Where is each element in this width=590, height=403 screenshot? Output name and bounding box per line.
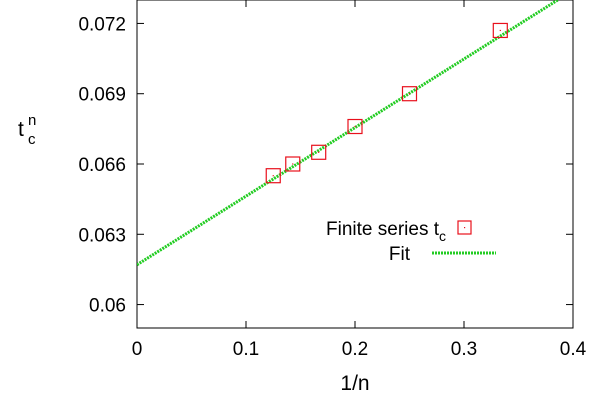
data-point-center — [292, 163, 294, 165]
marker-layer — [265, 22, 508, 184]
data-point-center — [272, 175, 274, 177]
legend-marker-finite-series — [457, 220, 472, 235]
legend-label-finite-series-base: Finite series t — [326, 219, 440, 240]
data-point-center — [408, 93, 411, 95]
data-point — [285, 156, 301, 172]
x-axis-label: 1/n — [340, 372, 369, 395]
legend: Finite series tc Fit — [326, 219, 496, 265]
fit-line — [137, 0, 559, 267]
x-tick-label: 0 — [132, 339, 143, 360]
y-label-sub: c — [28, 131, 36, 148]
legend-label-finite-series: Finite series tc — [326, 219, 446, 244]
x-tick-label: 0.2 — [342, 339, 368, 360]
data-point — [492, 22, 508, 39]
y-axis-label: t n c — [18, 112, 36, 148]
fit-layer — [137, 0, 559, 267]
plot-frame — [136, 0, 574, 329]
x-axis: 0 0.1 0.2 0.3 0.4 — [132, 0, 587, 360]
data-point — [347, 118, 363, 135]
legend-entry-fit: Fit — [389, 244, 496, 265]
y-label-sup: n — [28, 112, 36, 129]
y-axis: 0.06 0.063 0.066 0.069 0.072 — [78, 14, 573, 317]
x-tick-label: 0.4 — [560, 339, 587, 360]
x-tick-label: 0.1 — [233, 339, 259, 360]
data-point-center — [318, 151, 320, 153]
x-tick-label: 0.3 — [451, 339, 477, 360]
y-tick-label: 0.063 — [78, 225, 126, 246]
y-label-base: t — [18, 118, 24, 141]
legend-marker-dot — [464, 227, 466, 229]
data-point — [401, 86, 418, 102]
y-tick-label: 0.072 — [78, 14, 126, 35]
data-point — [265, 168, 281, 184]
y-tick-label: 0.06 — [89, 296, 126, 317]
data-point — [311, 144, 327, 160]
y-tick-label: 0.066 — [78, 155, 126, 176]
data-point-center — [354, 125, 356, 128]
legend-entry-finite-series: Finite series tc — [326, 219, 472, 244]
legend-label-finite-series-sub: c — [439, 228, 446, 244]
legend-label-fit: Fit — [389, 244, 411, 265]
y-tick-label: 0.069 — [78, 85, 126, 106]
data-point-center — [499, 29, 501, 32]
